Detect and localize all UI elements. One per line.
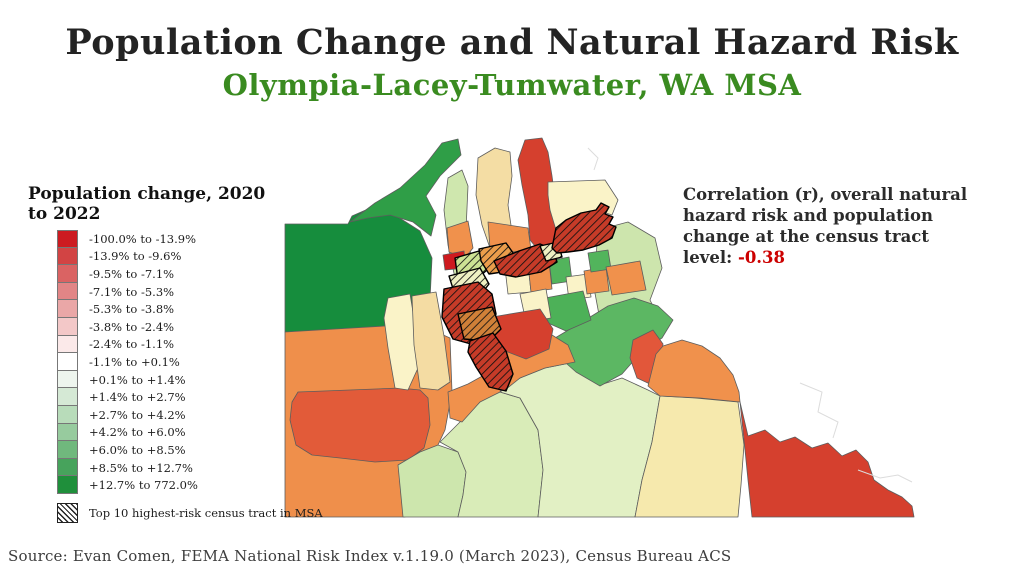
legend-class-swatch — [57, 265, 78, 283]
legend-class-row: +8.5% to +12.7% — [57, 458, 288, 477]
tract-hatch-red-tail-hatch — [467, 332, 514, 392]
map-legend: Population change, 2020 to 2022 -100.0% … — [28, 184, 323, 523]
legend-class-swatch — [57, 335, 78, 354]
tract-cream-strip-west — [383, 293, 419, 391]
tract-orange-east — [647, 339, 741, 403]
tract-nw-green-arm — [349, 138, 462, 237]
page-subtitle: Olympia-Lacey-Tumwater, WA MSA — [222, 68, 802, 102]
source-credit: Source: Evan Comen, FEMA National Risk I… — [8, 547, 732, 565]
legend-class-row: -9.5% to -7.1% — [57, 265, 288, 283]
legend-class-swatch — [57, 353, 78, 371]
correlation-value: -0.38 — [737, 248, 786, 267]
legend-class-row: +2.7% to +4.2% — [57, 405, 288, 424]
legend-class-label: +2.7% to +4.2% — [89, 407, 186, 422]
page-title: Population Change and Natural Hazard Ris… — [65, 22, 959, 63]
correlation-annotation: Correlation (r), overall natural hazard … — [683, 184, 983, 268]
legend-class-swatch — [57, 458, 78, 477]
legend-class-row: -100.0% to -13.9% — [57, 230, 288, 248]
legend-class-label: -3.8% to -2.4% — [89, 319, 175, 334]
legend-class-row: +1.4% to +2.7% — [57, 388, 288, 406]
legend-class-label: -9.5% to -7.1% — [89, 266, 175, 281]
legend-class-row: -1.1% to +0.1% — [57, 353, 288, 371]
legend-class-row: -5.3% to -3.8% — [57, 300, 288, 318]
legend-class-label: -100.0% to -13.9% — [89, 231, 197, 246]
tract-red-se-big — [739, 401, 915, 518]
legend-class-row: +0.1% to +1.4% — [57, 370, 288, 389]
legend-class-swatch — [57, 476, 78, 494]
legend-class-swatch — [57, 388, 78, 406]
legend-class-swatch — [57, 282, 78, 301]
legend-hatch-row: Top 10 highest-risk census tract in MSA — [57, 502, 323, 523]
tract-red-orange-sw — [289, 387, 431, 463]
legend-class-label: -1.1% to +0.1% — [89, 354, 180, 369]
correlation-text: Correlation (r), overall natural hazard … — [683, 185, 968, 267]
legend-class-row: +4.2% to +6.0% — [57, 423, 288, 442]
legend-class-row: -13.9% to -9.6% — [57, 247, 288, 266]
legend-class-label: -7.1% to -5.3% — [89, 284, 175, 299]
census-tracts-layer — [284, 137, 915, 518]
legend-class-label: -13.9% to -9.6% — [89, 249, 182, 264]
legend-class-swatch — [57, 423, 78, 442]
legend-class-label: +8.5% to +12.7% — [89, 460, 193, 475]
tract-hatch-red-band-hatch — [493, 243, 558, 278]
legend-class-swatch — [57, 405, 78, 424]
tract-orange-north-sm — [446, 220, 474, 259]
legend-color-ramp: -100.0% to -13.9% -13.9% to -9.6% -9.5% to… — [57, 230, 288, 494]
county-line-1 — [799, 382, 839, 439]
legend-class-swatch — [57, 441, 78, 459]
legend-class-label: -2.4% to -1.1% — [89, 337, 175, 352]
tract-orange-c — [605, 260, 647, 296]
legend-class-row: -2.4% to -1.1% — [57, 335, 288, 354]
legend-class-label: +1.4% to +2.7% — [89, 390, 186, 405]
legend-class-swatch — [57, 370, 78, 389]
legend-class-row: -7.1% to -5.3% — [57, 282, 288, 301]
legend-class-swatch — [57, 247, 78, 266]
hatch-pattern-swatch — [57, 502, 78, 523]
tract-hatch-red-ne-hatch — [551, 202, 617, 254]
legend-class-label: +6.0% to +8.5% — [89, 442, 186, 457]
county-line-2 — [857, 469, 913, 483]
tract-wheat-strip-west — [411, 291, 451, 391]
legend-class-swatch — [57, 300, 78, 318]
legend-class-label: +0.1% to +1.4% — [89, 372, 186, 387]
legend-class-swatch — [57, 230, 78, 248]
legend-hatch-label: Top 10 highest-risk census tract in MSA — [89, 505, 323, 520]
county-line-3 — [587, 147, 599, 171]
legend-class-label: -5.3% to -3.8% — [89, 302, 175, 317]
legend-class-label: +4.2% to +6.0% — [89, 425, 186, 440]
legend-class-swatch — [57, 317, 78, 336]
legend-title: Population change, 2020 to 2022 — [28, 184, 266, 224]
legend-class-label: +12.7% to 772.0% — [89, 478, 198, 493]
legend-class-row: +12.7% to 772.0% — [57, 476, 288, 494]
tract-green-east — [554, 297, 674, 387]
county-boundaries-layer — [587, 147, 913, 483]
legend-class-row: -3.8% to -2.4% — [57, 317, 288, 336]
legend-class-row: +6.0% to +8.5% — [57, 441, 288, 459]
